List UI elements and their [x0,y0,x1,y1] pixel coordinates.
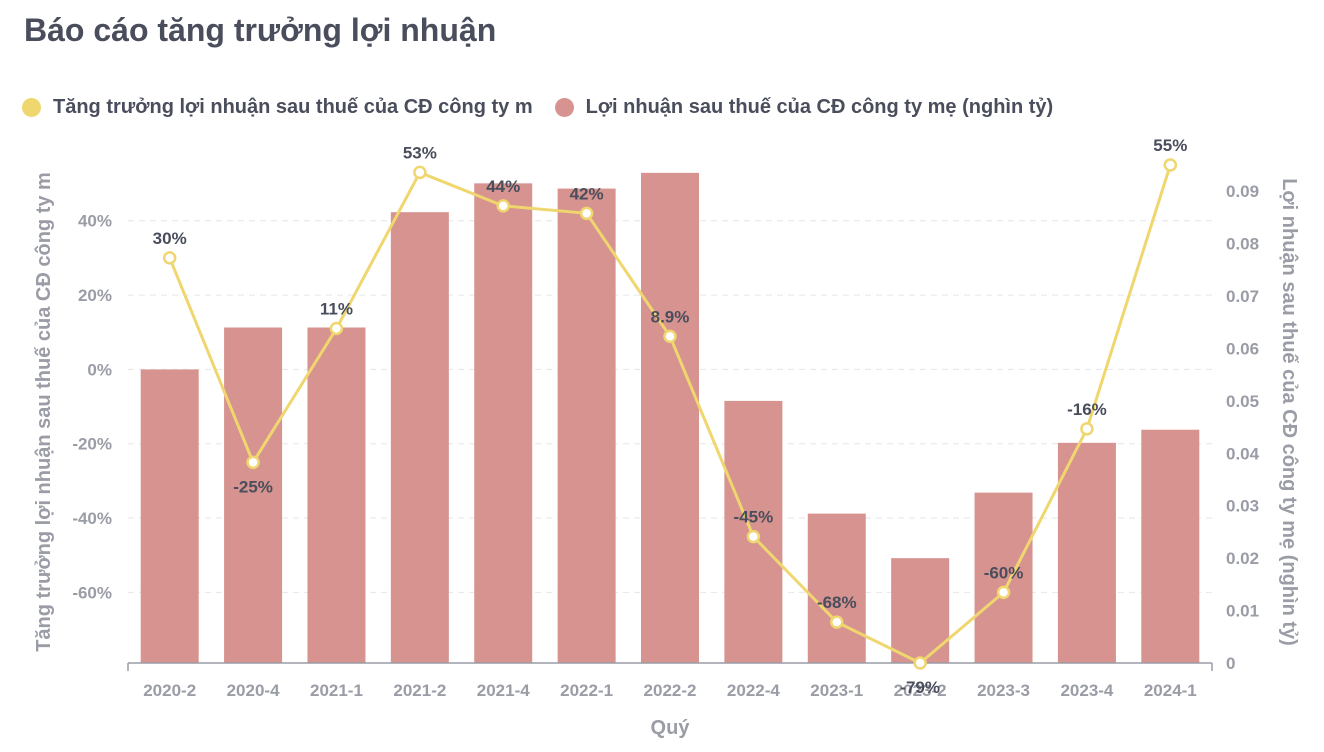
y-right-tick-label-8: 0.08 [1226,235,1259,254]
y-left-tick-label-2: 0% [87,360,112,379]
y-right-tick-label-6: 0.06 [1226,339,1259,358]
y-right-tick-labels: 0 0.01 0.02 0.03 0.04 0.05 0.06 0.07 0.08 0.09 [1226,182,1260,673]
y-left-tick-label-0: 40% [78,212,112,231]
x-tick-label-2021-1: 2021-1 [310,681,363,700]
legend-item-profit[interactable]: Lợi nhuận sau thuế của CĐ công ty mẹ (ng… [554,96,1054,119]
axes [127,662,1213,671]
x-tick-label-2023-3: 2023-3 [977,681,1030,700]
legend-label-profit: Lợi nhuận sau thuế của CĐ công ty mẹ (ng… [585,96,1054,118]
y-right-tick-label-0: 0 [1226,654,1235,673]
legend-swatch-profit [554,98,574,117]
bar-2023-4 [1057,442,1116,663]
x-tick-label-2023-2: 2023-2 [894,681,947,700]
bar-2022-1 [557,188,616,663]
x-tick-label-2021-2: 2021-2 [393,681,446,700]
y-left-axis-title: Tăng trưởng lợi nhuận sau thuế của CĐ cô… [33,172,55,652]
bar-2020-4 [224,327,283,663]
x-tick-label-2023-1: 2023-1 [810,681,863,700]
x-tick-label-2022-1: 2022-1 [560,681,613,700]
bar-2024-1 [1141,429,1200,663]
x-tick-label-2020-2: 2020-2 [143,681,196,700]
growth-point-2020-4 [246,455,260,470]
y-left-tick-label-3: -20% [72,435,112,454]
legend-item-growth[interactable]: Tăng trưởng lợi nhuận sau thuế của CĐ cô… [22,96,533,119]
bar-2023-3 [974,492,1033,663]
x-tick-label-2023-4: 2023-4 [1060,681,1113,700]
data-label-2023-4: -16% [1067,400,1107,419]
growth-point-2023-4 [1080,422,1094,436]
legend: Tăng trưởng lợi nhuận sau thuế của CĐ cô… [22,96,1075,119]
bar-2022-2 [641,172,699,663]
legend-label-growth: Tăng trưởng lợi nhuận sau thuế của CĐ cô… [53,96,533,118]
growth-point-2021-1 [329,321,344,336]
growth-point-2020-2 [162,251,177,265]
x-tick-label-2024-1: 2024-1 [1144,681,1197,700]
bars [140,172,1200,664]
y-right-axis-title: Lợi nhuận sau thuế của CĐ công ty mẹ (ng… [1278,178,1300,646]
x-tick-label-2021-4: 2021-4 [477,681,530,700]
legend-swatch-growth [22,98,41,117]
x-tick-label-2020-4: 2020-4 [227,681,280,700]
growth-point-2024-1 [1163,158,1178,172]
data-label-2021-2: 53% [403,143,437,162]
y-left-tick-label-4: -40% [72,509,112,528]
growth-point-2023-3 [996,585,1011,600]
data-label-2024-1: 55% [1153,136,1187,155]
data-label-2023-1: -68% [817,593,857,612]
data-label-2021-1: 11% [320,300,353,319]
data-labels: 30% -25% 11% 53% 44% 42% 8.9% -45% -68% -79% -60% -… [153,136,1188,697]
bar-2021-2 [390,212,449,663]
data-label-2022-1: 42% [570,184,604,203]
x-tick-label-2022-2: 2022-2 [644,681,697,700]
x-axis-title: Quý [651,717,691,739]
growth-point-2021-4 [496,199,510,213]
growth-point-2022-4 [746,529,761,544]
data-label-2022-2: 8.9% [651,307,690,326]
data-label-2020-4: -25% [233,477,273,496]
x-tick-label-2022-4: 2022-4 [727,681,780,700]
y-right-tick-label-4: 0.04 [1226,444,1260,463]
x-tick-labels: 2020-2 2020-4 2021-1 2021-2 2021-4 2022-1 2022… [143,681,1197,700]
growth-line [162,158,1178,670]
chart-title: Báo cáo tăng trưởng lợi nhuận [24,12,497,48]
bar-2021-4 [474,183,533,664]
bar-2023-1 [807,513,866,663]
bar-2021-1 [307,327,366,663]
y-left-tick-label-1: 20% [78,286,112,305]
growth-point-2022-2 [663,329,677,344]
growth-point-2021-2 [413,165,427,180]
y-left-tick-labels: 40% 20% 0% -20% -40% -60% [72,212,112,603]
y-right-tick-label-2: 0.02 [1226,549,1259,568]
y-right-tick-label-9: 0.09 [1226,182,1259,201]
growth-point-2023-2 [913,656,927,670]
y-right-tick-label-1: 0.01 [1226,602,1259,621]
growth-point-2022-1 [579,206,594,221]
growth-point-2023-1 [830,615,844,629]
y-right-tick-label-5: 0.05 [1226,392,1259,411]
y-right-tick-label-7: 0.07 [1226,287,1259,306]
data-label-2022-4: -45% [734,508,774,527]
data-label-2021-4: 44% [486,177,520,196]
data-label-2020-2: 30% [153,229,187,248]
data-label-2023-2: -79% [900,678,940,697]
y-right-tick-label-3: 0.03 [1226,497,1259,516]
y-left-tick-label-5: -60% [72,583,112,602]
data-label-2023-3: -60% [984,563,1024,582]
bar-2020-2 [140,369,199,663]
